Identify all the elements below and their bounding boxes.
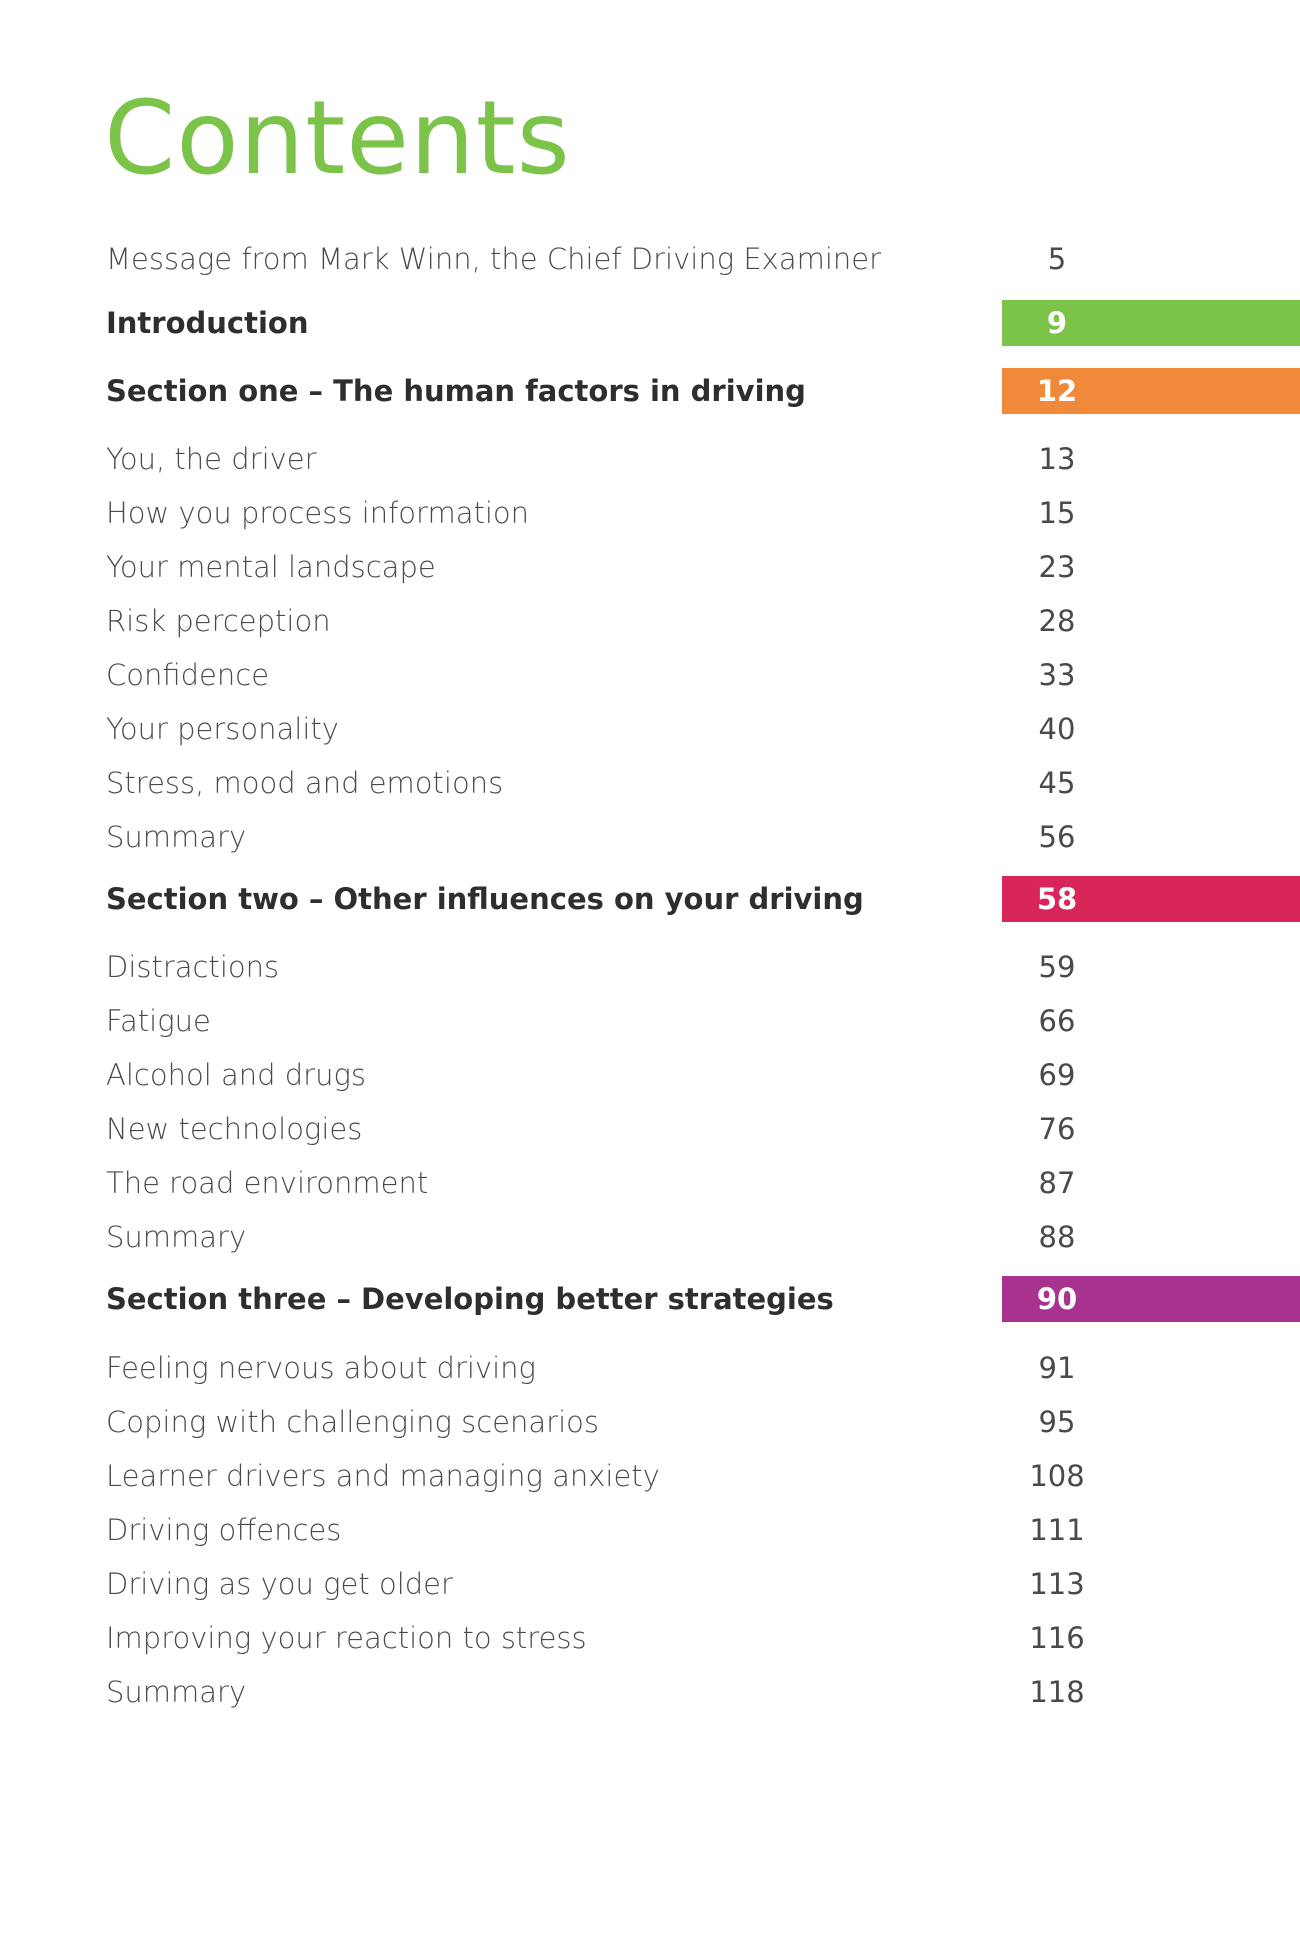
toc-entry[interactable]: Stress, mood and emotions 45 — [0, 758, 1300, 808]
toc-entry-page: 5 — [1047, 242, 1067, 276]
toc-entry-label: You, the driver — [106, 442, 317, 476]
toc-entry-label: Learner drivers and managing anxiety — [106, 1459, 660, 1493]
toc-section-page: 58 — [1036, 882, 1078, 916]
toc-entry[interactable]: Risk perception 28 — [0, 596, 1300, 646]
toc-section-label: Section two – Other influences on your d… — [106, 882, 864, 916]
toc-entry-label: Message from Mark Winn, the Chief Drivin… — [106, 242, 882, 276]
toc-entry-page: 45 — [1038, 766, 1076, 800]
toc-entry-page: 33 — [1038, 658, 1076, 692]
toc-entry[interactable]: The road environment 87 — [0, 1158, 1300, 1208]
toc-entry-page: 91 — [1038, 1351, 1076, 1385]
toc-entry-page: 28 — [1038, 604, 1076, 638]
toc-section-page: 12 — [1036, 374, 1078, 408]
toc-entry-label: Stress, mood and emotions — [106, 766, 504, 800]
toc-entry-page: 88 — [1038, 1220, 1076, 1254]
toc-entry-page: 66 — [1038, 1004, 1076, 1038]
toc-entry-page: 23 — [1038, 550, 1076, 584]
toc-entry-label: Fatigue — [106, 1004, 211, 1038]
toc-entry-label: Confidence — [106, 658, 270, 692]
toc-section-one[interactable]: Section one – The human factors in drivi… — [0, 366, 1300, 416]
toc-entry[interactable]: Driving offences 111 — [0, 1505, 1300, 1555]
toc-entry-page: 111 — [1029, 1513, 1085, 1547]
toc-section-label: Section three – Developing better strate… — [106, 1282, 834, 1316]
toc-entry-page: 108 — [1029, 1459, 1085, 1493]
toc-entry[interactable]: Feeling nervous about driving 91 — [0, 1343, 1300, 1393]
toc-section-three[interactable]: Section three – Developing better strate… — [0, 1274, 1300, 1324]
toc-entry[interactable]: You, the driver 13 — [0, 434, 1300, 484]
toc-entry-label: Your personality — [106, 712, 339, 746]
toc-entry[interactable]: Driving as you get older 113 — [0, 1559, 1300, 1609]
toc-entry[interactable]: Message from Mark Winn, the Chief Drivin… — [0, 234, 1300, 284]
toc-entry-page: 56 — [1038, 820, 1076, 854]
toc-entry[interactable]: Confidence 33 — [0, 650, 1300, 700]
toc-entry[interactable]: Your mental landscape 23 — [0, 542, 1300, 592]
toc-entry-label: Feeling nervous about driving — [106, 1351, 536, 1385]
toc-entry-label: Distractions — [106, 950, 280, 984]
toc-entry[interactable]: Your personality 40 — [0, 704, 1300, 754]
toc-entry-page: 76 — [1038, 1112, 1076, 1146]
toc-entry-page: 13 — [1038, 442, 1076, 476]
toc-entry-label: Summary — [106, 1675, 247, 1709]
toc-entry-label: New technologies — [106, 1112, 363, 1146]
toc-entry-label: Summary — [106, 820, 247, 854]
toc-section-page: 9 — [1046, 306, 1068, 340]
toc-entry[interactable]: Summary 88 — [0, 1212, 1300, 1262]
toc-entry[interactable]: Fatigue 66 — [0, 996, 1300, 1046]
toc-entry-page: 113 — [1029, 1567, 1085, 1601]
section-color-band — [1002, 1276, 1300, 1322]
toc-entry-page: 116 — [1029, 1621, 1085, 1655]
toc-entry-label: Coping with challenging scenarios — [106, 1405, 599, 1439]
toc-entry-label: Driving as you get older — [106, 1567, 453, 1601]
toc-entry-label: Your mental landscape — [106, 550, 436, 584]
toc-entry[interactable]: Coping with challenging scenarios 95 — [0, 1397, 1300, 1447]
toc-entry[interactable]: How you process information 15 — [0, 488, 1300, 538]
toc-entry[interactable]: Alcohol and drugs 69 — [0, 1050, 1300, 1100]
toc-entry-label: Improving your reaction to stress — [106, 1621, 587, 1655]
toc-section-label: Section one – The human factors in drivi… — [106, 374, 806, 408]
toc-section-introduction[interactable]: Introduction 9 — [0, 298, 1300, 348]
toc-entry-page: 40 — [1038, 712, 1076, 746]
toc-entry[interactable]: Summary 56 — [0, 812, 1300, 862]
toc-entry-page: 95 — [1038, 1405, 1076, 1439]
toc-entry-page: 87 — [1038, 1166, 1076, 1200]
section-color-band — [1002, 368, 1300, 414]
toc-entry-page: 15 — [1038, 496, 1076, 530]
toc-entry-label: Summary — [106, 1220, 247, 1254]
toc-entry-label: Driving offences — [106, 1513, 342, 1547]
section-color-band — [1002, 876, 1300, 922]
toc-entry-label: The road environment — [106, 1166, 429, 1200]
toc-section-label: Introduction — [106, 306, 309, 340]
toc-entry-label: Alcohol and drugs — [106, 1058, 366, 1092]
toc-section-page: 90 — [1036, 1282, 1078, 1316]
toc-entry[interactable]: Learner drivers and managing anxiety 108 — [0, 1451, 1300, 1501]
toc-entry-page: 69 — [1038, 1058, 1076, 1092]
toc-entry[interactable]: New technologies 76 — [0, 1104, 1300, 1154]
toc-entry[interactable]: Summary 118 — [0, 1667, 1300, 1717]
toc-entry-label: How you process information — [106, 496, 530, 530]
toc-entry-page: 59 — [1038, 950, 1076, 984]
toc-entry[interactable]: Improving your reaction to stress 116 — [0, 1613, 1300, 1663]
toc-entry-label: Risk perception — [106, 604, 331, 638]
page-title: Contents — [104, 79, 571, 198]
toc-section-two[interactable]: Section two – Other influences on your d… — [0, 874, 1300, 924]
toc-entry-page: 118 — [1029, 1675, 1085, 1709]
toc-entry[interactable]: Distractions 59 — [0, 942, 1300, 992]
section-color-band — [1002, 300, 1300, 346]
